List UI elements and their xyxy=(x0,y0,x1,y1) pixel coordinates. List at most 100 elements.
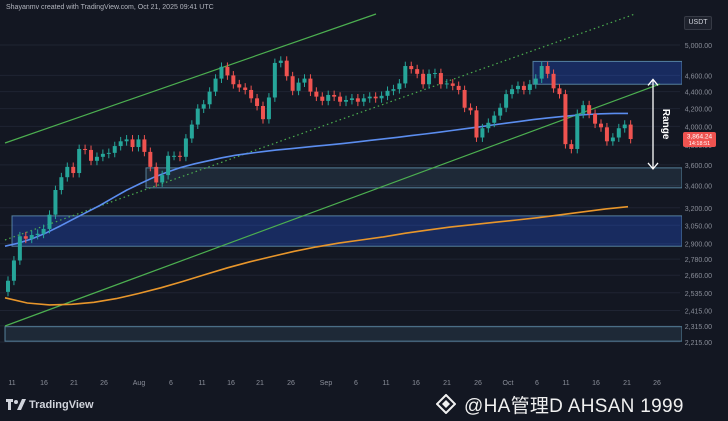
candle[interactable] xyxy=(225,62,230,80)
candle[interactable] xyxy=(355,93,360,107)
candle[interactable] xyxy=(486,118,491,133)
candle[interactable] xyxy=(260,101,265,124)
candle[interactable] xyxy=(326,90,331,106)
candle[interactable] xyxy=(385,86,390,101)
candle[interactable] xyxy=(207,87,212,109)
candle[interactable] xyxy=(421,69,426,89)
candle[interactable] xyxy=(521,81,526,95)
candle[interactable] xyxy=(604,122,609,146)
candle[interactable] xyxy=(11,256,16,286)
candle[interactable] xyxy=(498,103,503,121)
candle[interactable] xyxy=(379,91,384,103)
candle[interactable] xyxy=(474,105,479,142)
candle[interactable] xyxy=(29,230,34,244)
candle[interactable] xyxy=(302,74,307,88)
candle[interactable] xyxy=(593,109,598,129)
candle[interactable] xyxy=(367,92,372,103)
candle[interactable] xyxy=(183,134,188,162)
candle[interactable] xyxy=(6,276,10,297)
candle[interactable] xyxy=(284,56,289,81)
candle[interactable] xyxy=(272,58,277,102)
candle[interactable] xyxy=(332,90,337,102)
candle[interactable] xyxy=(118,136,123,151)
candle[interactable] xyxy=(59,172,64,195)
candle[interactable] xyxy=(468,103,473,115)
candle[interactable] xyxy=(610,133,615,146)
candle[interactable] xyxy=(320,92,325,106)
currency-selector[interactable]: USDT xyxy=(684,16,712,30)
candle[interactable] xyxy=(249,85,254,103)
candle[interactable] xyxy=(432,68,437,79)
candle[interactable] xyxy=(100,149,105,162)
candle[interactable] xyxy=(492,111,497,128)
candle[interactable] xyxy=(243,83,248,95)
candle[interactable] xyxy=(213,74,218,97)
candle[interactable] xyxy=(35,229,40,240)
candle[interactable] xyxy=(89,145,94,166)
price-chart[interactable]: Range 5,000.00 4,600.00 4,400.00 4,200.00 4,… xyxy=(0,0,728,392)
candle[interactable] xyxy=(563,89,568,149)
candle[interactable] xyxy=(314,87,319,102)
candle[interactable] xyxy=(237,79,242,92)
candle[interactable] xyxy=(373,92,378,103)
candle[interactable] xyxy=(480,123,485,142)
candle[interactable] xyxy=(160,170,165,187)
candle[interactable] xyxy=(444,79,449,89)
candle[interactable] xyxy=(456,81,461,95)
candle[interactable] xyxy=(557,83,562,99)
candle[interactable] xyxy=(266,93,271,124)
candle[interactable] xyxy=(154,162,159,187)
candle[interactable] xyxy=(427,69,432,89)
candle[interactable] xyxy=(77,144,82,178)
candle[interactable] xyxy=(17,231,22,265)
candle[interactable] xyxy=(195,104,200,129)
candle[interactable] xyxy=(539,61,544,84)
candle[interactable] xyxy=(124,135,129,146)
candle[interactable] xyxy=(575,109,580,154)
candle[interactable] xyxy=(338,92,343,107)
candle[interactable] xyxy=(344,95,349,107)
candle[interactable] xyxy=(510,84,515,99)
candle[interactable] xyxy=(53,185,58,220)
candle[interactable] xyxy=(581,100,586,119)
candle[interactable] xyxy=(290,71,295,96)
candle[interactable] xyxy=(551,69,556,93)
candle[interactable] xyxy=(189,120,194,143)
candle[interactable] xyxy=(622,120,627,133)
candle[interactable] xyxy=(308,74,313,97)
candle[interactable] xyxy=(504,89,509,113)
candle[interactable] xyxy=(255,93,260,111)
candle[interactable] xyxy=(587,100,592,119)
candle[interactable] xyxy=(403,61,408,88)
candle[interactable] xyxy=(361,93,366,107)
candle[interactable] xyxy=(71,162,76,178)
candle[interactable] xyxy=(106,148,111,159)
candle[interactable] xyxy=(391,84,396,96)
candle[interactable] xyxy=(450,79,455,91)
candle[interactable] xyxy=(527,79,532,95)
candle[interactable] xyxy=(569,139,574,154)
candle[interactable] xyxy=(462,85,467,113)
candle[interactable] xyxy=(41,224,46,239)
candle[interactable] xyxy=(515,81,520,94)
candle[interactable] xyxy=(219,62,224,84)
candle[interactable] xyxy=(136,135,141,152)
candle[interactable] xyxy=(599,119,603,132)
candle[interactable] xyxy=(47,210,52,234)
candle[interactable] xyxy=(628,120,633,144)
candle[interactable] xyxy=(166,151,171,180)
candle[interactable] xyxy=(177,151,182,162)
candle[interactable] xyxy=(533,74,538,89)
candle[interactable] xyxy=(23,231,28,244)
candle[interactable] xyxy=(172,151,177,161)
candle[interactable] xyxy=(545,61,550,79)
candle[interactable] xyxy=(278,56,283,68)
candle[interactable] xyxy=(142,135,147,157)
candle[interactable] xyxy=(231,71,236,89)
candle[interactable] xyxy=(349,93,354,105)
candle[interactable] xyxy=(201,99,206,114)
candle[interactable] xyxy=(130,135,135,152)
candles[interactable] xyxy=(6,56,633,297)
candle[interactable] xyxy=(112,141,117,158)
candle[interactable] xyxy=(616,123,621,142)
